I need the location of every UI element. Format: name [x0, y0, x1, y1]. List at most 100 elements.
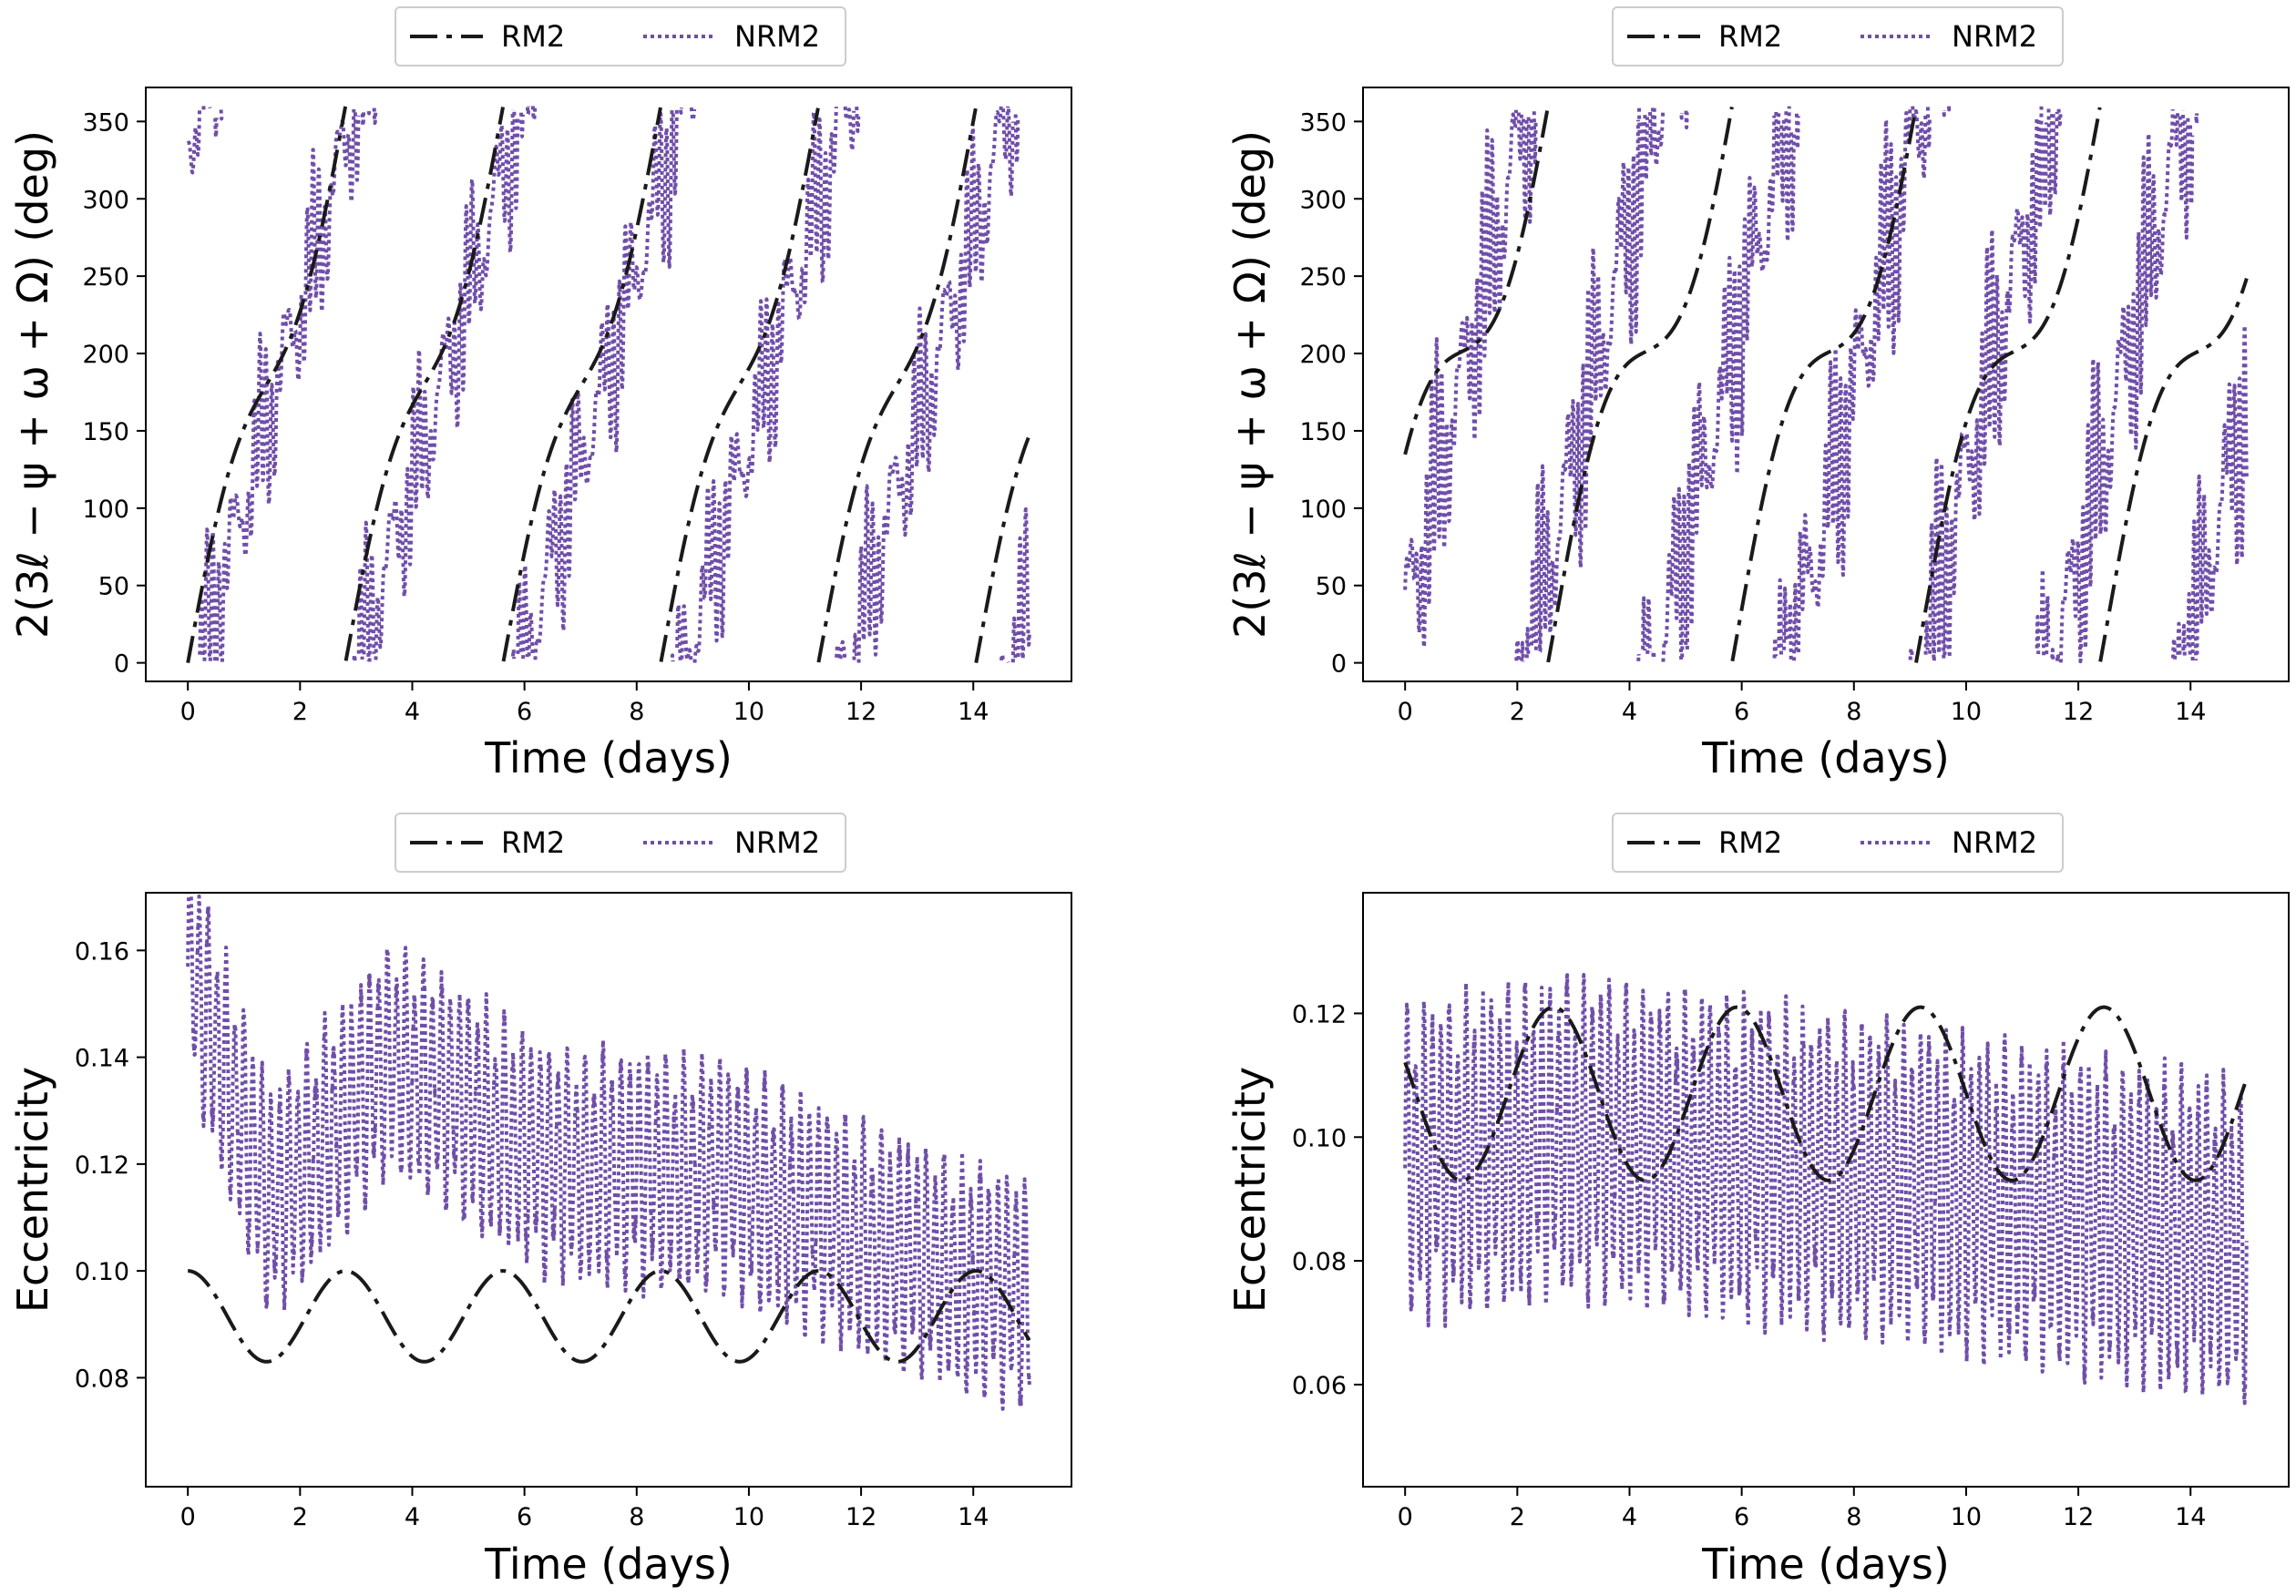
x-tick-label: 2 — [292, 1503, 308, 1531]
x-tick-label: 6 — [517, 1503, 532, 1531]
y-tick-label: 50 — [98, 573, 129, 601]
series-line-nrm2 — [1403, 106, 2249, 664]
y-tick-label: 0.10 — [75, 1258, 129, 1286]
legend-label-nrm2: NRM2 — [734, 825, 820, 860]
y-tick-label: 200 — [82, 341, 129, 369]
plot-frame — [1362, 892, 2290, 1488]
x-axis-title: Time (days) — [1701, 733, 1950, 783]
panel-phase-left: RM2 NRM2 0 2 4 6 8 10 12 14 0 50 100 150 200 250 300 35… — [8, 6, 1072, 783]
legend-phase-right: RM2 NRM2 — [1612, 6, 2064, 66]
x-tick-label: 14 — [2175, 1503, 2206, 1531]
x-tick-label: 2 — [1510, 698, 1525, 726]
x-tick-label: 0 — [1398, 698, 1413, 726]
x-axis-title: Time (days) — [484, 733, 733, 783]
legend-ecc-left: RM2 NRM2 — [395, 813, 846, 873]
legend-label-rm2: RM2 — [1718, 825, 1782, 860]
series-group — [186, 893, 1031, 1411]
plot-ecc-right: 0 2 4 6 8 10 12 14 0.06 0.08 0.10 0.12 — [1292, 892, 2290, 1531]
x-tick-label: 4 — [405, 1503, 420, 1531]
x-tick-label: 14 — [958, 698, 989, 726]
series-line-nrm2 — [186, 893, 1031, 1411]
legend-box — [1612, 6, 2064, 66]
x-tick-label: 6 — [1734, 1503, 1749, 1531]
y-tick-label: 350 — [82, 108, 129, 137]
y-tick-label: 0.16 — [75, 937, 129, 966]
y-tick-label: 150 — [82, 418, 129, 446]
plot-phase-right: 0 2 4 6 8 10 12 14 0 50 100 150 200 250 300 350 — [1299, 87, 2290, 726]
y-tick-label: 0.08 — [75, 1365, 129, 1393]
x-tick-label: 6 — [517, 698, 532, 726]
series-line-rm2 — [1403, 1005, 2249, 1182]
legend-ecc-right: RM2 NRM2 — [1612, 813, 2064, 873]
y-tick-label: 0.06 — [1292, 1372, 1347, 1400]
y-tick-label: 0 — [114, 650, 129, 679]
y-tick-label: 0.14 — [75, 1045, 129, 1073]
x-tick-label: 0 — [180, 698, 196, 726]
x-tick-label: 8 — [629, 698, 644, 726]
x-tick-label: 4 — [405, 698, 420, 726]
x-tick-label: 8 — [1846, 698, 1861, 726]
series-group — [1403, 106, 2249, 664]
x-tick-label: 4 — [1622, 1503, 1637, 1531]
series-group — [1403, 973, 2249, 1406]
plot-phase-left: 0 2 4 6 8 10 12 14 0 50 100 150 200 250 300 350 — [82, 87, 1072, 726]
x-tick-label: 4 — [1622, 698, 1637, 726]
x-tick-label: 2 — [292, 698, 308, 726]
y-tick-label: 0.12 — [75, 1151, 129, 1180]
x-tick-label: 12 — [846, 1503, 876, 1531]
y-axis-title: 2(3ℓ − ψ + ω + Ω) (deg) — [1225, 130, 1275, 639]
legend-box — [395, 6, 846, 66]
series-line-rm2 — [1403, 107, 2249, 663]
legend-box — [395, 813, 846, 873]
plot-ecc-left: 0 2 4 6 8 10 12 14 0.08 0.10 0.12 0.14 0.16 — [75, 892, 1072, 1531]
legend-phase-left: RM2 NRM2 — [395, 6, 846, 66]
y-tick-label: 0 — [1331, 650, 1347, 679]
x-tick-label: 10 — [1951, 698, 1982, 726]
y-tick-label: 100 — [1299, 496, 1347, 524]
x-tick-label: 6 — [1734, 698, 1749, 726]
legend-label-nrm2: NRM2 — [1952, 825, 2037, 860]
legend-box — [1612, 813, 2064, 873]
legend-label-nrm2: NRM2 — [734, 19, 820, 54]
plot-frame — [145, 87, 1072, 682]
x-tick-label: 14 — [2175, 698, 2206, 726]
x-tick-label: 12 — [2063, 1503, 2094, 1531]
series-group — [186, 106, 1031, 663]
x-tick-label: 14 — [958, 1503, 989, 1531]
plot-frame — [145, 892, 1072, 1488]
legend-label-rm2: RM2 — [501, 19, 565, 54]
y-tick-label: 0.10 — [1292, 1124, 1347, 1152]
panel-phase-right: RM2 NRM2 0 2 4 6 8 10 12 14 0 50 100 150 200 250 300 35… — [1225, 6, 2290, 783]
x-tick-label: 2 — [1510, 1503, 1525, 1531]
y-tick-label: 0.12 — [1292, 1000, 1347, 1028]
y-axis-title: 2(3ℓ − ψ + ω + Ω) (deg) — [8, 130, 57, 639]
y-tick-label: 300 — [82, 186, 129, 214]
x-tick-label: 12 — [2063, 698, 2094, 726]
y-tick-label: 50 — [1316, 573, 1347, 601]
legend-label-rm2: RM2 — [1718, 19, 1782, 54]
y-tick-label: 100 — [82, 496, 129, 524]
x-axis-title: Time (days) — [484, 1540, 733, 1589]
legend-label-nrm2: NRM2 — [1952, 19, 2037, 54]
panel-ecc-right: RM2 NRM2 0 2 4 6 8 10 12 14 0.06 0.08 0.10 0.12 Tim… — [1225, 813, 2290, 1589]
y-tick-label: 250 — [1299, 263, 1347, 292]
x-tick-label: 0 — [180, 1503, 196, 1531]
panel-ecc-left: RM2 NRM2 0 2 4 6 8 10 12 14 0.08 0.10 0.12 0.14 0.16… — [8, 813, 1072, 1589]
y-tick-label: 300 — [1299, 186, 1347, 214]
plot-frame — [1362, 87, 2290, 682]
y-tick-label: 0.08 — [1292, 1248, 1347, 1276]
x-tick-label: 10 — [733, 698, 764, 726]
legend-label-rm2: RM2 — [501, 825, 565, 860]
y-tick-label: 200 — [1299, 341, 1347, 369]
x-tick-label: 10 — [733, 1503, 764, 1531]
x-tick-label: 8 — [1846, 1503, 1861, 1531]
x-tick-label: 8 — [629, 1503, 644, 1531]
series-line-rm2 — [187, 1269, 1031, 1364]
x-tick-label: 10 — [1951, 1503, 1982, 1531]
y-tick-label: 350 — [1299, 108, 1347, 137]
y-axis-title: Eccentricity — [1225, 1067, 1275, 1313]
y-tick-label: 250 — [82, 263, 129, 292]
y-tick-label: 150 — [1299, 418, 1347, 446]
x-tick-label: 0 — [1398, 1503, 1413, 1531]
